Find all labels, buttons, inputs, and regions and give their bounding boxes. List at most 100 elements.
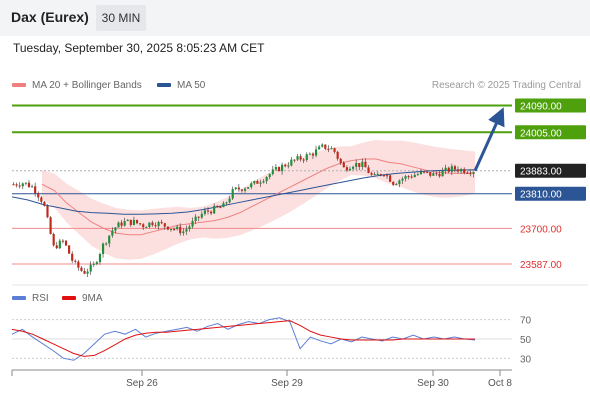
x-tick-label: Sep 26 (126, 378, 158, 389)
candle-body (376, 173, 379, 175)
candle-body (308, 153, 311, 155)
forecast-arrow (473, 107, 505, 172)
candle-body (401, 178, 404, 181)
timestamp: Tuesday, September 30, 2025 8:05:23 AM C… (13, 41, 265, 55)
candle-body (203, 210, 206, 214)
candle-body (71, 253, 74, 261)
candle-body (64, 240, 68, 246)
candle-body (21, 183, 24, 187)
legend-rsi: RSI (12, 293, 49, 304)
candle-body (404, 176, 407, 179)
candle-body (265, 177, 268, 182)
candle-body (419, 171, 423, 175)
candle-body (61, 240, 65, 242)
candle-body (55, 245, 58, 249)
candle-body (271, 169, 274, 175)
chart-header: Dax (Eurex) 30 MIN (0, 0, 590, 36)
legend-ma20: MA 20 + Bollinger Bands (12, 80, 142, 91)
candle-body (132, 219, 136, 226)
candle-body (40, 197, 43, 202)
research-credit: Research © 2025 Trading Central (431, 80, 581, 91)
candle-body (256, 180, 259, 184)
candle-body (262, 181, 265, 183)
rsi-series-9MA (11, 320, 475, 357)
candle-body (37, 193, 40, 198)
candle-body (83, 270, 86, 274)
candle-body (86, 271, 89, 274)
ma20-line (41, 158, 476, 236)
candle-body (432, 173, 435, 176)
candle-body (466, 172, 469, 174)
candle-body (172, 228, 176, 230)
candle-body (253, 180, 256, 184)
candle-body (330, 148, 333, 150)
timeframe-button[interactable]: 30 MIN (96, 5, 146, 31)
instrument-title: Dax (Eurex) (11, 9, 89, 25)
candle-body (382, 175, 386, 177)
candle-body (49, 217, 52, 234)
candle-body (453, 166, 457, 170)
bollinger-band (42, 139, 475, 260)
candle-body (311, 153, 315, 156)
candle-body (259, 182, 262, 184)
candle-body (373, 174, 376, 176)
candle-body (321, 144, 324, 147)
candle-body (407, 176, 410, 178)
rsi-tick-label: 70 (520, 316, 532, 327)
candle-body (318, 146, 321, 150)
candle-body (333, 148, 336, 152)
candle-body (348, 168, 352, 171)
candle-body (101, 243, 105, 254)
candle-body (151, 222, 154, 226)
candle-body (435, 173, 438, 175)
candle-body (302, 159, 305, 161)
ma20-label: MA 20 + Bollinger Bands (32, 80, 142, 91)
candle-body (46, 205, 49, 218)
candle-body (27, 182, 31, 188)
level-label-text: 23700.00 (520, 224, 562, 235)
rsi-series-RSI (11, 317, 476, 361)
candle-body (129, 219, 132, 226)
candle-body (114, 227, 117, 231)
candle-body (324, 144, 327, 149)
candle-body (361, 161, 364, 167)
level-label-text: 23810.00 (520, 190, 562, 201)
candle-body (422, 171, 426, 173)
candle-body (18, 185, 21, 187)
candle-body (274, 167, 277, 170)
candle-body (441, 170, 444, 177)
candle-body (438, 173, 441, 177)
candle-body (277, 167, 281, 172)
level-label-23700: 23700.00 (520, 224, 562, 235)
candle-body (210, 211, 213, 214)
candle-body (179, 226, 182, 234)
candle-body (429, 172, 432, 176)
candle-body (176, 226, 179, 229)
candle-body (111, 230, 114, 236)
candle-body (126, 219, 129, 221)
level-label-bg (515, 163, 586, 178)
candle-body (139, 223, 142, 225)
candle-body (268, 174, 271, 178)
candle-body (213, 205, 216, 214)
candle-body (342, 162, 345, 168)
level-label-text: 23883.00 (520, 167, 562, 178)
candle-body (200, 213, 203, 218)
x-tick-label: Sep 30 (417, 378, 449, 389)
candle-body (12, 184, 15, 186)
candle-body (43, 201, 46, 206)
candle-body (237, 187, 240, 190)
candle-body (460, 169, 463, 172)
candle-body (166, 226, 169, 230)
candle-body (339, 158, 342, 163)
candle-body (293, 159, 296, 161)
candle-body (456, 169, 460, 172)
candle-body (120, 222, 123, 226)
candle-body (222, 203, 225, 208)
candle-body (219, 207, 222, 209)
candle-body (188, 226, 191, 230)
candle-body (243, 188, 247, 191)
candle-body (225, 202, 228, 204)
candle-body (296, 156, 299, 160)
